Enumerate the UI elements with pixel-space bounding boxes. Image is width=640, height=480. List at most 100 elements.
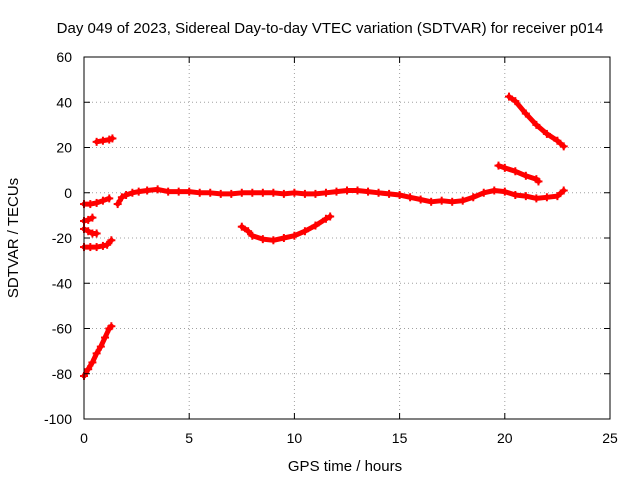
data-point — [406, 193, 415, 202]
y-tick-label: -80 — [52, 366, 72, 382]
data-point — [521, 171, 530, 180]
data-point — [84, 227, 93, 236]
data-point — [427, 197, 436, 206]
data-point — [500, 187, 509, 196]
data-point — [279, 189, 288, 198]
x-tick-label: 20 — [497, 430, 513, 446]
data-point — [258, 188, 267, 197]
data-point — [113, 200, 122, 209]
data-point — [500, 163, 509, 172]
data-point — [290, 188, 299, 197]
data-point — [103, 240, 112, 249]
grid — [84, 57, 610, 419]
y-tick-label: -60 — [52, 321, 72, 337]
data-point — [458, 196, 467, 205]
data-point — [494, 161, 503, 170]
data-point — [364, 187, 373, 196]
x-tick-label: 10 — [287, 430, 303, 446]
data-point — [92, 243, 101, 252]
data-point — [153, 185, 162, 194]
data-point — [300, 189, 309, 198]
data-point — [216, 189, 225, 198]
data-point — [258, 235, 267, 244]
data-point — [237, 188, 246, 197]
data-point — [92, 349, 101, 358]
data-point — [206, 188, 215, 197]
data-point — [290, 231, 299, 240]
data-point — [469, 193, 478, 202]
data-point — [248, 231, 257, 240]
data-point — [300, 227, 309, 236]
y-tick-label: -40 — [52, 275, 72, 291]
data-point — [134, 187, 143, 196]
data-point — [237, 222, 246, 231]
data-point — [164, 187, 173, 196]
data-point — [553, 136, 562, 145]
plot-frame — [83, 56, 611, 420]
x-tick-label: 15 — [392, 430, 408, 446]
data-point — [96, 342, 105, 351]
data-point — [511, 97, 520, 106]
data-point — [122, 191, 131, 200]
data-point — [332, 187, 341, 196]
data-point — [174, 187, 183, 196]
data-point — [321, 188, 330, 197]
data-point — [244, 227, 253, 236]
data-point — [511, 167, 520, 176]
data-point — [227, 189, 236, 198]
data-point — [101, 333, 110, 342]
data-point — [416, 195, 425, 204]
data-point — [311, 189, 320, 198]
data-point — [343, 186, 351, 195]
data-point — [248, 188, 257, 197]
data-point — [279, 234, 288, 242]
data-point — [511, 191, 520, 200]
y-tick-label: 20 — [56, 140, 72, 156]
x-axis-label: GPS time / hours — [288, 458, 402, 475]
data-point — [521, 192, 530, 201]
data-point — [185, 187, 194, 196]
y-tick-label: 0 — [64, 185, 72, 201]
data-point — [479, 188, 488, 197]
data-point — [534, 177, 543, 186]
data-point — [269, 236, 278, 245]
data-point — [143, 186, 152, 195]
data-point — [108, 134, 117, 143]
data-point — [92, 229, 101, 238]
data-point — [395, 191, 404, 200]
x-tick-label: 0 — [80, 430, 88, 446]
series-arc-7 — [115, 186, 567, 207]
data-point — [505, 92, 514, 101]
data-point — [98, 136, 107, 145]
data-point — [448, 197, 457, 206]
data-point — [385, 189, 394, 198]
data-point — [553, 192, 562, 201]
data-point — [84, 365, 93, 374]
data-point — [107, 236, 116, 245]
data-point — [542, 193, 551, 202]
data-point — [88, 213, 97, 222]
y-tick-label: -100 — [44, 411, 72, 427]
data-point — [559, 142, 568, 151]
data-point — [437, 196, 446, 205]
data-point — [98, 196, 107, 205]
data-point — [84, 215, 93, 224]
data-point — [88, 358, 97, 367]
data-point — [311, 221, 320, 230]
data-point — [98, 241, 107, 250]
x-tick-label: 25 — [602, 430, 618, 446]
data-point — [269, 188, 278, 197]
y-tick-label: -20 — [52, 230, 72, 246]
x-tick-label: 5 — [185, 430, 193, 446]
axis-ticks: 0 5 10 15 20 25 -100 -80 -60 -40 -20 0 20 40 60 — [44, 49, 618, 446]
data-point — [521, 109, 530, 118]
data-point — [92, 137, 101, 146]
data-point — [86, 200, 95, 209]
y-tick-label: 60 — [56, 49, 72, 65]
data-point — [321, 214, 330, 223]
y-tick-label: 40 — [56, 94, 72, 110]
data-point — [532, 194, 541, 203]
data-point — [353, 186, 362, 195]
data-point — [490, 186, 499, 195]
